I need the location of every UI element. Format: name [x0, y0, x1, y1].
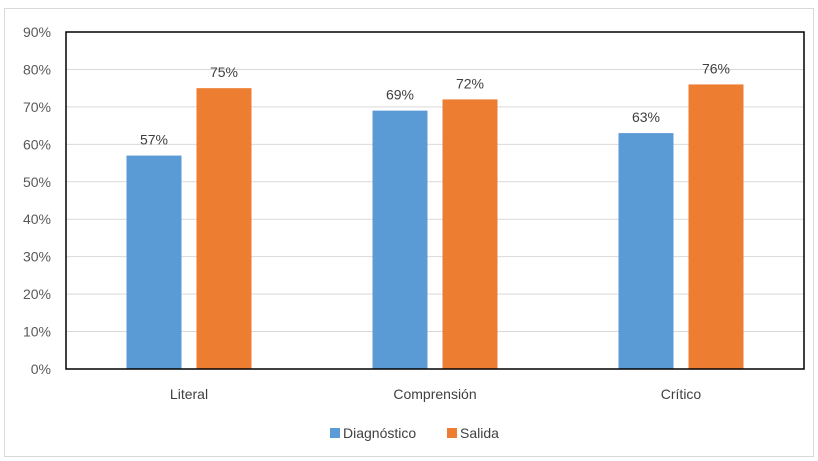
- data-labels: 57% 75% 69% 72% 63% 76%: [140, 60, 730, 147]
- legend-label: Salida: [460, 425, 499, 441]
- y-tick-label: 40%: [23, 211, 51, 227]
- x-category-label: Comprensión: [393, 386, 476, 402]
- bar-salida-2: [688, 84, 744, 369]
- y-tick-label: 20%: [23, 286, 51, 302]
- bar-salida-0: [196, 88, 252, 370]
- y-axis-ticks: 0% 10% 20% 30% 40% 50% 60% 70% 80% 90%: [23, 24, 51, 377]
- x-category-label: Crítico: [661, 386, 702, 402]
- y-tick-label: 0%: [31, 361, 51, 377]
- legend: Diagnóstico Salida: [330, 425, 499, 441]
- y-tick-label: 90%: [23, 24, 51, 40]
- data-label: 72%: [456, 75, 484, 91]
- plot-area-border: [65, 31, 805, 370]
- data-label: 69%: [386, 87, 414, 103]
- data-label: 75%: [210, 64, 238, 80]
- bars: [126, 84, 744, 370]
- legend-label: Diagnóstico: [343, 425, 416, 441]
- bar-diagnostico-2: [618, 133, 674, 369]
- bar-salida-1: [442, 99, 498, 370]
- x-category-label: Literal: [170, 386, 208, 402]
- legend-swatch: [447, 428, 457, 438]
- bar-diagnostico-1: [372, 110, 428, 369]
- bar-diagnostico-0: [126, 155, 182, 369]
- y-tick-label: 10%: [23, 324, 51, 340]
- y-tick-label: 60%: [23, 136, 51, 152]
- data-label: 57%: [140, 132, 168, 148]
- data-label: 63%: [632, 109, 660, 125]
- y-tick-label: 50%: [23, 174, 51, 190]
- y-tick-label: 70%: [23, 99, 51, 115]
- legend-swatch: [330, 428, 340, 438]
- y-tick-label: 80%: [23, 61, 51, 77]
- data-label: 76%: [702, 60, 730, 76]
- x-axis-categories: Literal Comprensión Crítico: [170, 386, 702, 402]
- y-tick-label: 30%: [23, 249, 51, 265]
